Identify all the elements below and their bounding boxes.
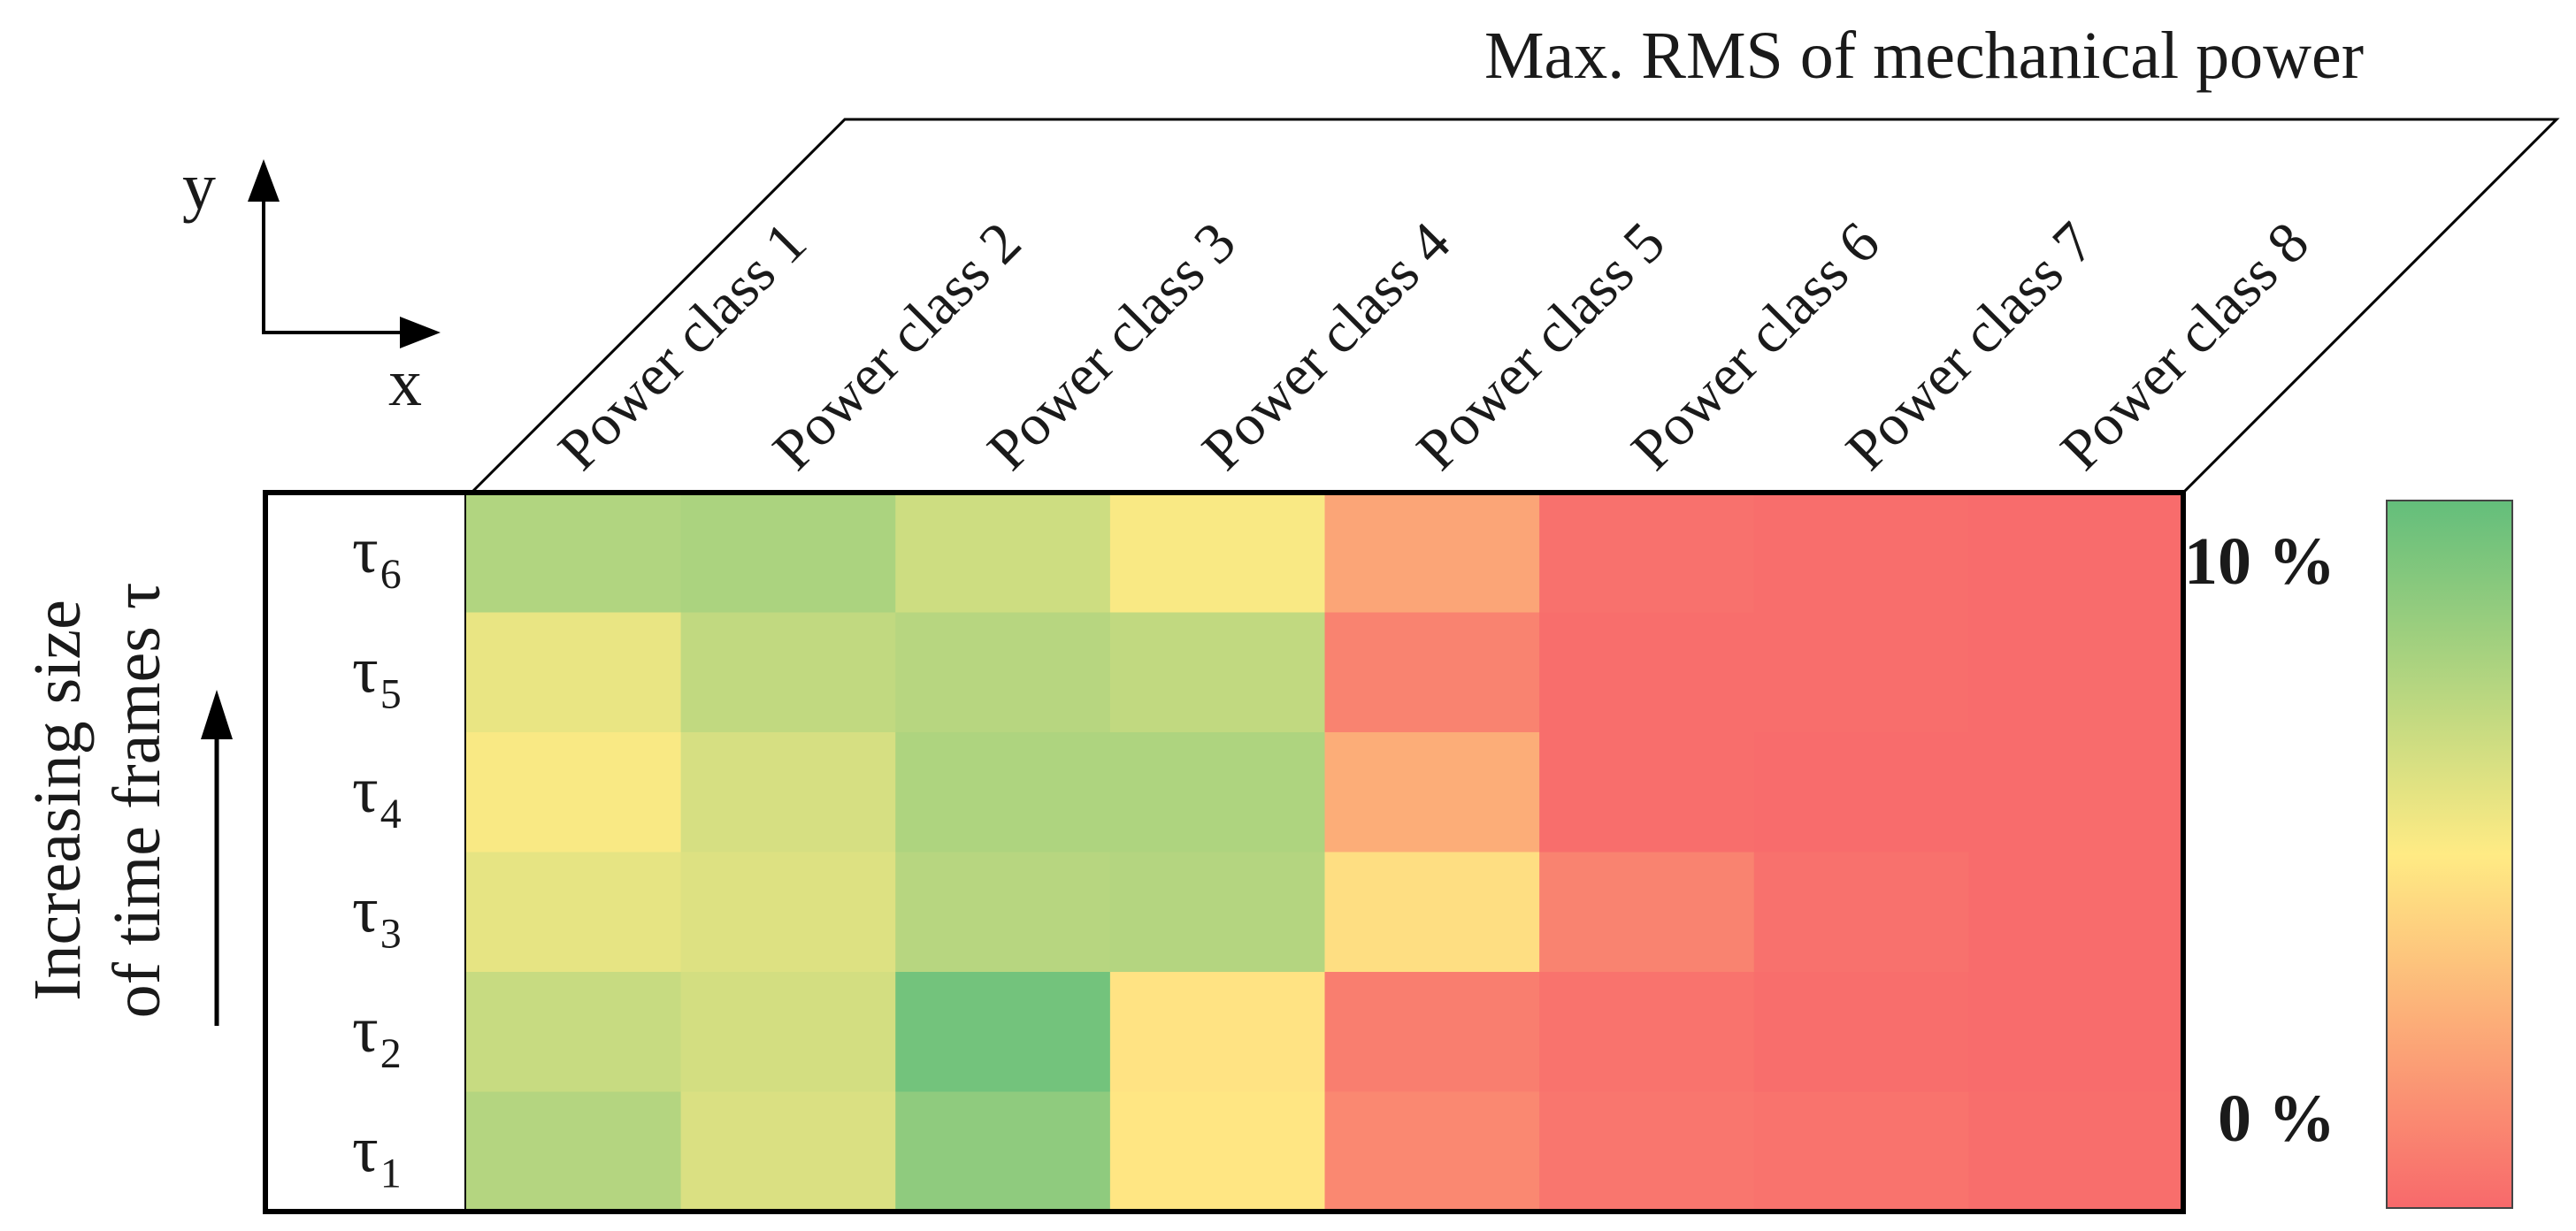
heatmap-cell (1539, 852, 1755, 973)
heatmap-cell (1968, 972, 2184, 1092)
heatmap-cell (1324, 972, 1540, 1092)
heatmap-cell (1324, 612, 1540, 733)
heatmap-cell (1539, 1091, 1755, 1212)
heatmap-cell (680, 852, 896, 973)
heatmap-cell (1109, 493, 1325, 613)
row-label-subscript: 4 (380, 791, 402, 837)
heatmap-cells (263, 490, 2186, 1214)
xy-axes-icon: y x (182, 149, 441, 420)
heatmap-cell (895, 1091, 1111, 1212)
heatmap-cell (895, 612, 1111, 733)
heatmap-cell (895, 972, 1111, 1092)
heatmap-cell (1968, 612, 2184, 733)
row-axis-label: Increasing size of time frames τ (20, 583, 174, 1019)
row-label-subscript: 5 (380, 670, 402, 717)
heatmap-cell (1324, 732, 1540, 853)
heatmap-cell (895, 732, 1111, 853)
heatmap-cell (466, 612, 682, 733)
heatmap-cell (1539, 612, 1755, 733)
row-label-tau-6: τ6 (352, 515, 402, 598)
heatmap-cell (1109, 1091, 1325, 1212)
heatmap-cell (466, 732, 682, 853)
heatmap-cell (1968, 1091, 2184, 1212)
heatmap-cell (1109, 972, 1325, 1092)
row-axis-label-line1: Increasing size (20, 600, 95, 1001)
heatmap-cell (680, 732, 896, 853)
heatmap-cell (1109, 612, 1325, 733)
heatmap-cell (1539, 732, 1755, 853)
colorbar-min-label: 0 % (2218, 1082, 2335, 1156)
y-axis-label: y (182, 149, 216, 224)
heatmap-cell (1753, 493, 1969, 613)
row-label-subscript: 6 (380, 551, 402, 598)
heatmap-cell (1324, 852, 1540, 973)
heatmap-cell (466, 493, 682, 613)
heatmap-cell (1753, 612, 1969, 733)
x-axis-label: x (388, 346, 422, 420)
heatmap-cell (895, 493, 1111, 613)
colorbar (2386, 500, 2513, 1209)
x-axis-arrowhead (400, 317, 441, 348)
heatmap-cell (1753, 972, 1969, 1092)
heatmap-cell (466, 852, 682, 973)
row-label-subscript: 2 (380, 1030, 402, 1077)
heatmap-cell (680, 972, 896, 1092)
heatmap-cell (1753, 1091, 1969, 1212)
heatmap-cell (1539, 972, 1755, 1092)
heatmap-cell (1109, 732, 1325, 853)
heatmap-cell (1968, 493, 2184, 613)
heatmap-cell (680, 493, 896, 613)
heatmap-cell (1324, 1091, 1540, 1212)
heatmap-cell (1753, 852, 1969, 973)
heatmap-cell (466, 972, 682, 1092)
row-label-tau-1: τ1 (352, 1113, 402, 1197)
heatmap-cell (1968, 852, 2184, 973)
heatmap-cell (1753, 732, 1969, 853)
heatmap-cell (1324, 493, 1540, 613)
colorbar-max-label: 10 % (2184, 524, 2335, 599)
heatmap-cell (1109, 852, 1325, 973)
heatmap-cell (680, 1091, 896, 1212)
row-label-subscript: 1 (380, 1150, 402, 1197)
row-axis-label-line2: of time frames τ (100, 583, 174, 1019)
row-label-subscript: 3 (380, 910, 402, 957)
chart-title: Max. RMS of mechanical power (1484, 19, 2364, 93)
heatmap-cell (895, 852, 1111, 973)
y-axis-arrowhead (248, 159, 280, 202)
heatmap-cell (680, 612, 896, 733)
heatmap-frame-outline (263, 490, 2186, 1214)
heatmap-cell (1539, 493, 1755, 613)
heatmap-cell (1968, 732, 2184, 853)
heatmap-cell (466, 1091, 682, 1212)
row-axis-arrowhead (201, 690, 233, 739)
